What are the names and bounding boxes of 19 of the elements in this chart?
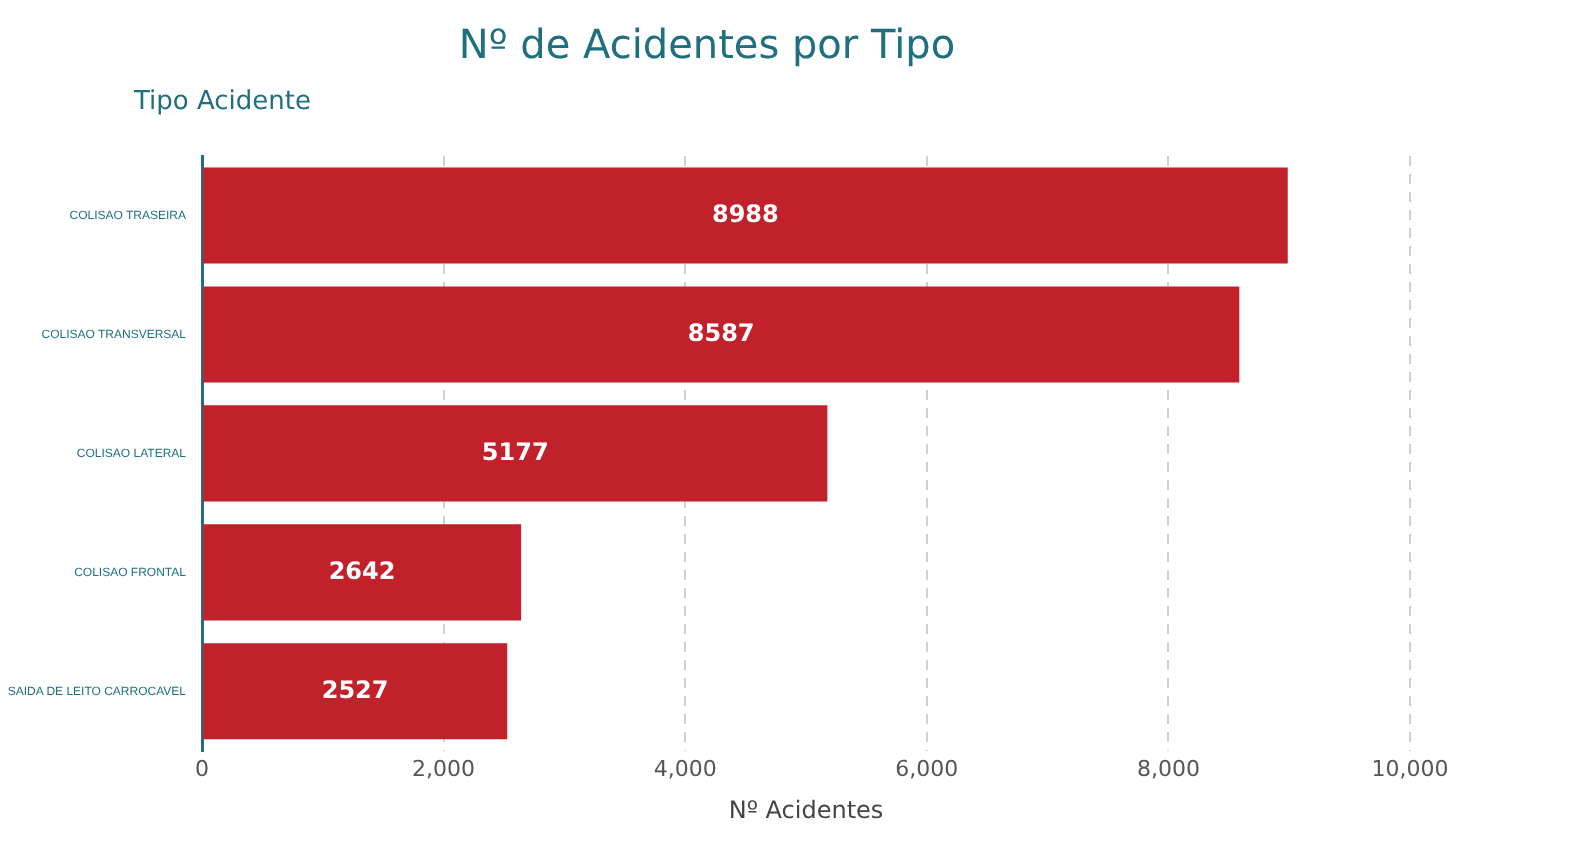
data-label: 2642	[328, 556, 396, 585]
chart-title: Nº de Acidentes por Tipo	[458, 20, 956, 69]
x-tick-label: 6,000	[895, 755, 959, 782]
bar	[203, 405, 828, 502]
data-label: 2527	[321, 675, 389, 704]
data-label: 5177	[481, 437, 549, 466]
x-axis-title: Nº Acidentes	[728, 795, 884, 824]
x-tick-label: 8,000	[1136, 755, 1200, 782]
x-tick-label: 2,000	[412, 755, 476, 782]
data-label: 8587	[687, 318, 755, 347]
bar	[203, 167, 1288, 264]
y-axis-title: Tipo Acidente	[132, 86, 311, 117]
bar	[203, 286, 1240, 383]
x-tick-label: 0	[195, 755, 209, 782]
bar	[203, 643, 508, 740]
data-label: 8988	[711, 199, 779, 228]
x-tick-label: 4,000	[653, 755, 717, 782]
bar	[203, 524, 522, 621]
x-tick-label: 10,000	[1371, 755, 1449, 782]
